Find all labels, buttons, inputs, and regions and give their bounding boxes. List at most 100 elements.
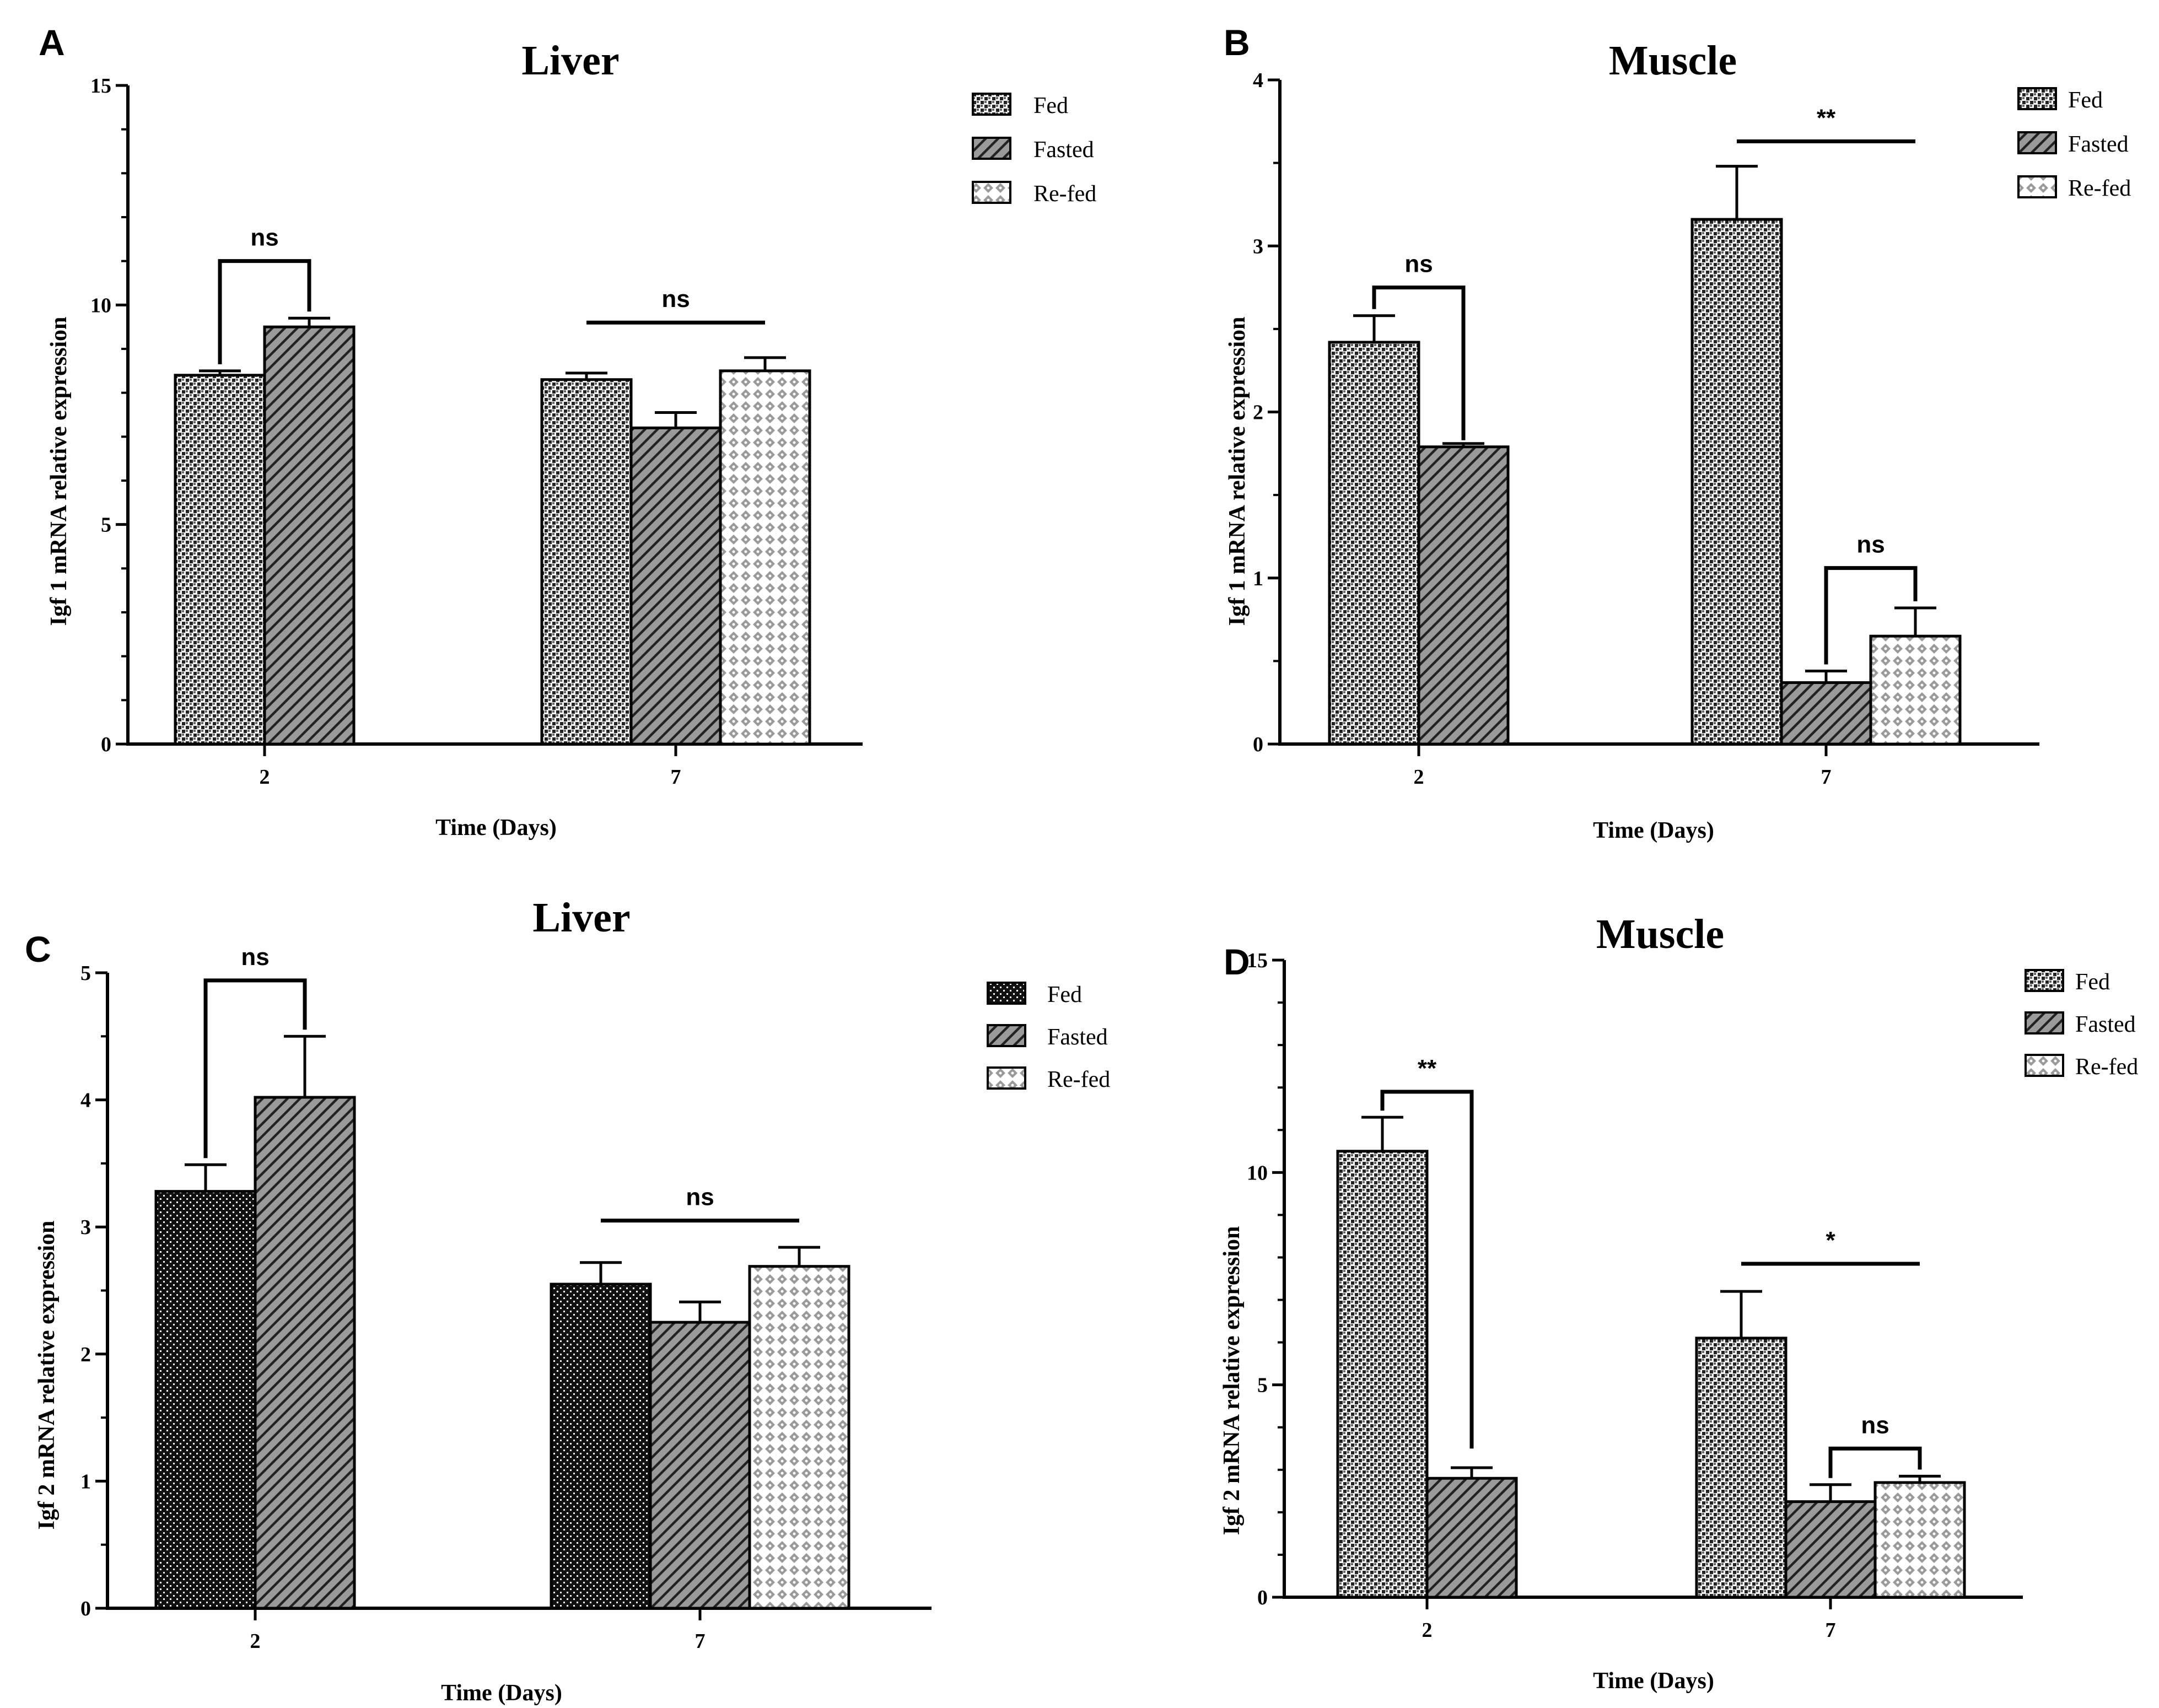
bar-a-day2-fed [174, 374, 266, 746]
legend-label-b-fasted: Fasted [2068, 132, 2129, 157]
panel-letter-b: B [1224, 22, 1250, 63]
x-tick-c-2: 2 [250, 1630, 261, 1653]
x-axis-label-a: Time (Days) [435, 815, 557, 840]
bar-a-day7-re-fed [719, 369, 811, 746]
sig-label-b-day7-fasted-refed: ns [1856, 531, 1885, 558]
x-tick-c-7: 7 [695, 1630, 706, 1653]
bar-c-day7-re-fed [748, 1265, 850, 1610]
y-tick-d-0: 0 [1257, 1586, 1268, 1609]
legend-label-d-fed: Fed [2075, 969, 2110, 995]
y-tick-d-15: 15 [1247, 949, 1268, 972]
legend-swatch-a-fasted [972, 137, 1011, 160]
x-axis-label-c: Time (Days) [441, 1680, 562, 1706]
legend-swatch-b-fasted [2017, 131, 2057, 154]
y-tick-b-1: 1 [1253, 567, 1263, 590]
legend-swatch-a-re-fed [972, 181, 1011, 204]
panel-letter-c: C [25, 929, 51, 969]
bar-c-day2-fasted [254, 1096, 356, 1610]
y-axis-label-a: Igf 1 mRNA relative expression [46, 317, 72, 626]
y-tick-c-2: 2 [80, 1343, 91, 1366]
bar-c-day7-fasted [649, 1321, 751, 1610]
sig-label-a-day2: ns [250, 224, 278, 251]
bar-c-day2-fed [154, 1190, 257, 1610]
chart-title-d: Muscle [1596, 911, 1724, 957]
bar-b-day2-fed [1328, 341, 1420, 746]
bar-b-day7-re-fed [1869, 634, 1962, 746]
x-axis-label-d: Time (Days) [1593, 1668, 1714, 1694]
y-axis-label-b: Igf 1 mRNA relative expression [1225, 317, 1250, 626]
sig-label-a-day7: ns [661, 285, 690, 312]
legend-swatch-d-re-fed [2025, 1054, 2064, 1077]
x-tick-d-2: 2 [1422, 1619, 1433, 1642]
bar-d-day7-fed [1695, 1337, 1787, 1599]
y-tick-a-10: 10 [90, 294, 111, 317]
bar-a-day7-fed [540, 378, 633, 746]
legend-swatch-d-fed [2025, 969, 2064, 992]
y-tick-a-15: 15 [90, 74, 111, 98]
legend-swatch-d-fasted [2025, 1011, 2064, 1035]
x-tick-a-2: 2 [260, 766, 270, 789]
x-tick-b-7: 7 [1821, 766, 1832, 789]
bar-a-day2-fasted [263, 325, 356, 746]
sig-label-d-day7-fasted-refed: ns [1861, 1411, 1889, 1438]
bar-d-day7-re-fed [1873, 1481, 1966, 1599]
sig-label-c-day2: ns [241, 944, 269, 971]
legend-swatch-b-fed [2017, 87, 2057, 110]
y-axis-label-d: Igf 2 mRNA relative expression [1219, 1226, 1245, 1535]
sig-bracket-a-0 [218, 259, 311, 364]
y-tick-d-10: 10 [1247, 1161, 1268, 1184]
y-tick-a-0: 0 [101, 733, 111, 756]
chart-title-c: Liver [532, 895, 630, 941]
chart-title-a: Liver [521, 37, 619, 84]
y-tick-d-5: 5 [1257, 1374, 1268, 1397]
sig-bracket-d-2 [1828, 1446, 1922, 1478]
bar-b-day7-fasted [1780, 681, 1872, 746]
legend-label-b-refed: Re-fed [2068, 176, 2131, 201]
x-tick-b-2: 2 [1414, 766, 1424, 789]
legend-label-b-fed: Fed [2068, 88, 2103, 113]
chart-title-b: Muscle [1609, 37, 1737, 84]
y-tick-b-2: 2 [1253, 401, 1263, 424]
y-tick-b-0: 0 [1253, 733, 1263, 756]
legend-label-a-refed: Re-fed [1033, 181, 1096, 207]
panel-b: B Muscle Igf 1 mRNA relative expression … [1224, 22, 2131, 843]
legend-swatch-c-fasted [987, 1024, 1026, 1047]
y-axis-label-c: Igf 2 mRNA relative expression [34, 1221, 60, 1530]
y-tick-a-5: 5 [101, 514, 111, 537]
legend-label-d-fasted: Fasted [2075, 1012, 2136, 1037]
panel-letter-a: A [39, 22, 65, 63]
panel-c: C Liver Igf 2 mRNA relative expression T… [25, 895, 1110, 1706]
legend-label-c-fed: Fed [1047, 982, 1082, 1007]
panel-letter-d: D [1224, 941, 1250, 982]
x-tick-a-7: 7 [671, 766, 681, 789]
panel-a: A Liver Igf 1 mRNA relative expression T… [39, 22, 1096, 840]
legend-label-c-refed: Re-fed [1047, 1067, 1110, 1092]
sig-bracket-b-0 [1372, 285, 1466, 440]
sig-label-d-day7: * [1826, 1227, 1835, 1254]
y-tick-b-3: 3 [1253, 235, 1263, 258]
bar-d-day2-fed [1336, 1150, 1429, 1599]
sig-label-c-day7: ns [686, 1184, 714, 1211]
y-tick-c-4: 4 [80, 1089, 91, 1112]
legend-swatch-b-re-fed [2017, 175, 2057, 198]
sig-label-b-day7: ** [1817, 104, 1836, 131]
sig-bracket-b-2 [1824, 566, 1918, 665]
legend-swatch-a-fed [972, 93, 1011, 116]
bar-a-day7-fasted [629, 426, 722, 746]
bar-b-day2-fasted [1417, 445, 1510, 746]
y-tick-b-4: 4 [1253, 69, 1263, 92]
bar-d-day7-fasted [1784, 1500, 1877, 1599]
sig-bracket-d-0 [1380, 1090, 1474, 1449]
legend-swatch-c-fed [987, 982, 1026, 1005]
bar-c-day7-fed [550, 1283, 652, 1610]
legend-label-c-fasted: Fasted [1047, 1025, 1108, 1050]
sig-label-d-day2: ** [1418, 1055, 1437, 1082]
y-tick-c-5: 5 [80, 962, 91, 985]
y-tick-c-0: 0 [80, 1597, 91, 1620]
legend-label-d-refed: Re-fed [2075, 1054, 2138, 1080]
panel-d: D Muscle Igf 2 mRNA relative expression … [1219, 911, 2138, 1694]
bar-b-day7-fed [1690, 218, 1783, 746]
x-tick-d-7: 7 [1826, 1619, 1836, 1642]
y-tick-c-1: 1 [80, 1470, 91, 1493]
